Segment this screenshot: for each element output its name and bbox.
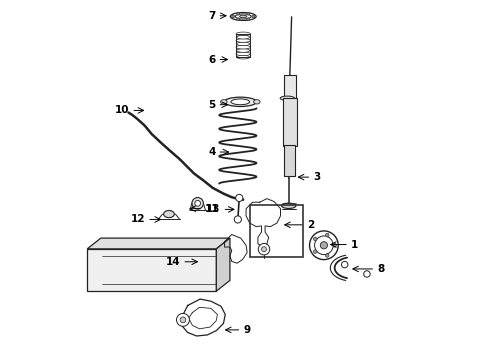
- Circle shape: [237, 18, 240, 21]
- Ellipse shape: [220, 100, 227, 104]
- Circle shape: [258, 243, 270, 255]
- Ellipse shape: [224, 97, 256, 107]
- Circle shape: [176, 314, 190, 326]
- Bar: [285, 75, 296, 98]
- Ellipse shape: [236, 39, 250, 42]
- Polygon shape: [216, 238, 230, 291]
- Circle shape: [325, 254, 329, 257]
- Text: 14: 14: [166, 257, 180, 267]
- Circle shape: [232, 15, 235, 18]
- Text: 12: 12: [131, 215, 146, 224]
- Text: 1: 1: [351, 239, 358, 249]
- Text: 3: 3: [313, 172, 320, 182]
- Ellipse shape: [237, 55, 250, 59]
- Ellipse shape: [236, 32, 250, 36]
- Ellipse shape: [230, 13, 256, 21]
- Text: 4: 4: [208, 147, 216, 157]
- Circle shape: [252, 15, 255, 18]
- Ellipse shape: [236, 45, 250, 49]
- Ellipse shape: [282, 203, 296, 208]
- Circle shape: [247, 12, 250, 15]
- Circle shape: [262, 247, 267, 252]
- Circle shape: [234, 216, 242, 223]
- Ellipse shape: [236, 52, 250, 56]
- Text: 10: 10: [115, 105, 129, 116]
- Text: 11: 11: [205, 204, 220, 214]
- Ellipse shape: [237, 35, 250, 39]
- Text: 7: 7: [208, 11, 216, 21]
- Ellipse shape: [231, 99, 250, 105]
- Circle shape: [314, 250, 317, 253]
- Text: 9: 9: [243, 325, 250, 335]
- Bar: [250, 205, 303, 257]
- Polygon shape: [87, 238, 230, 249]
- Circle shape: [314, 237, 317, 241]
- Circle shape: [325, 233, 329, 237]
- Circle shape: [195, 201, 200, 206]
- Bar: [87, 249, 216, 291]
- Ellipse shape: [240, 15, 247, 18]
- Circle shape: [236, 194, 243, 202]
- Ellipse shape: [254, 100, 260, 104]
- Circle shape: [320, 242, 327, 249]
- Text: 13: 13: [206, 204, 220, 215]
- Bar: [284, 145, 295, 176]
- Text: 2: 2: [307, 220, 314, 230]
- Text: 6: 6: [208, 54, 216, 64]
- Bar: [236, 34, 250, 57]
- Text: 8: 8: [377, 264, 384, 274]
- Ellipse shape: [235, 14, 251, 19]
- Circle shape: [180, 317, 186, 323]
- Circle shape: [247, 18, 250, 21]
- Ellipse shape: [237, 49, 250, 52]
- Text: 5: 5: [208, 100, 216, 110]
- Bar: [283, 98, 296, 146]
- Ellipse shape: [164, 211, 174, 218]
- Circle shape: [315, 236, 333, 255]
- Ellipse shape: [237, 42, 250, 46]
- Circle shape: [333, 243, 337, 247]
- Circle shape: [310, 231, 338, 260]
- Ellipse shape: [280, 96, 294, 100]
- Circle shape: [237, 12, 240, 15]
- Circle shape: [192, 198, 203, 209]
